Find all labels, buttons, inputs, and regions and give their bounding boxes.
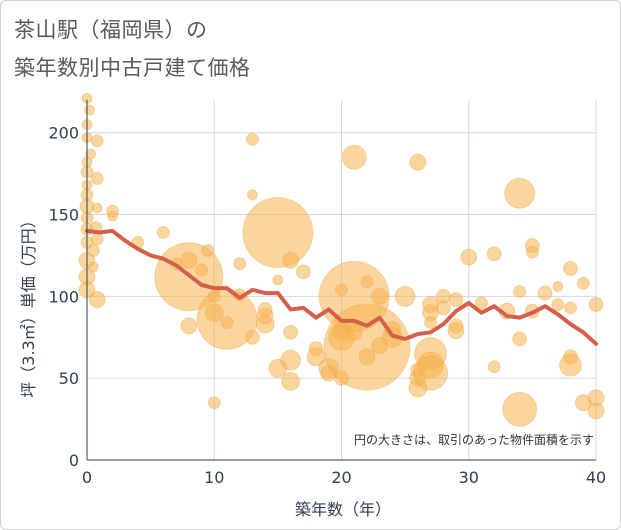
data-bubble	[88, 291, 106, 309]
data-bubble	[295, 264, 311, 280]
data-bubble	[106, 210, 118, 222]
data-bubble	[460, 248, 478, 266]
chart-title-line2: 築年数別中古戸建て価格	[14, 56, 251, 80]
data-bubble	[272, 274, 284, 286]
x-axis-label: 築年数（年）	[295, 500, 391, 519]
x-tick-label: 40	[586, 468, 606, 487]
data-bubble	[588, 297, 604, 313]
data-bubble	[195, 263, 209, 277]
data-bubble	[156, 226, 170, 240]
data-bubble	[551, 298, 565, 312]
data-bubble	[233, 257, 247, 271]
data-bubble	[358, 348, 376, 366]
average-price-line	[85, 228, 598, 346]
data-bubble	[242, 197, 314, 269]
data-bubble	[180, 251, 198, 269]
data-bubble	[394, 285, 416, 307]
data-bubble	[280, 349, 302, 371]
data-bubble	[537, 285, 553, 301]
data-bubble	[486, 246, 502, 262]
data-bubble	[552, 281, 564, 293]
y-tick-label: 0	[69, 451, 79, 470]
data-bubble	[525, 245, 539, 259]
data-bubble	[86, 244, 100, 258]
data-bubble	[513, 284, 527, 298]
y-axis-label: 坪（3.3㎡）単価（万円）	[19, 212, 38, 397]
bubble-series	[78, 92, 605, 427]
data-bubble	[360, 275, 374, 289]
axes: 0 50 100 150 200 0 10 20 30 40	[48, 100, 606, 487]
data-bubble	[487, 360, 501, 374]
data-bubble	[87, 261, 99, 273]
x-tick-label: 20	[331, 468, 351, 487]
data-bubble	[559, 353, 583, 377]
data-bubble	[448, 292, 464, 308]
data-bubble	[281, 371, 301, 391]
x-tick-label: 10	[204, 468, 224, 487]
data-bubble	[587, 402, 605, 420]
data-bubble	[180, 317, 198, 335]
y-tick-label: 150	[48, 206, 79, 225]
data-bubble	[512, 331, 528, 347]
data-bubble	[246, 189, 258, 201]
data-bubble	[447, 322, 465, 340]
data-bubble	[90, 172, 104, 186]
trend-line-series	[85, 228, 598, 346]
data-bubble	[220, 316, 234, 330]
data-bubble	[341, 144, 367, 170]
data-bubble	[564, 301, 578, 315]
y-tick-label: 200	[48, 124, 79, 143]
data-bubble	[306, 347, 326, 367]
data-bubble	[435, 300, 451, 316]
x-tick-label: 30	[459, 468, 479, 487]
y-tick-label: 50	[59, 369, 79, 388]
x-tick-label: 0	[82, 468, 92, 487]
data-bubble	[90, 232, 104, 246]
data-bubble	[91, 202, 103, 214]
size-note: 円の大きさは、取引のあった物件面積を示す	[354, 432, 594, 447]
data-bubble	[282, 251, 300, 269]
data-bubble	[563, 261, 579, 277]
data-bubble	[90, 134, 104, 148]
data-bubble	[474, 296, 488, 310]
data-bubble	[207, 396, 221, 410]
y-tick-label: 100	[48, 287, 79, 306]
data-bubble	[502, 391, 538, 427]
data-bubble	[371, 287, 389, 305]
data-bubble	[413, 355, 449, 391]
data-bubble	[245, 132, 259, 146]
data-bubble	[424, 316, 438, 330]
data-bubble	[504, 177, 536, 209]
chart-title-line1: 茶山駅（福岡県）の	[14, 18, 208, 42]
data-bubble	[201, 244, 215, 258]
data-bubble	[283, 324, 299, 340]
data-bubble	[409, 153, 427, 171]
data-bubble	[84, 104, 96, 116]
data-bubble	[576, 276, 590, 290]
data-bubble	[244, 329, 260, 345]
data-bubble	[256, 307, 274, 325]
